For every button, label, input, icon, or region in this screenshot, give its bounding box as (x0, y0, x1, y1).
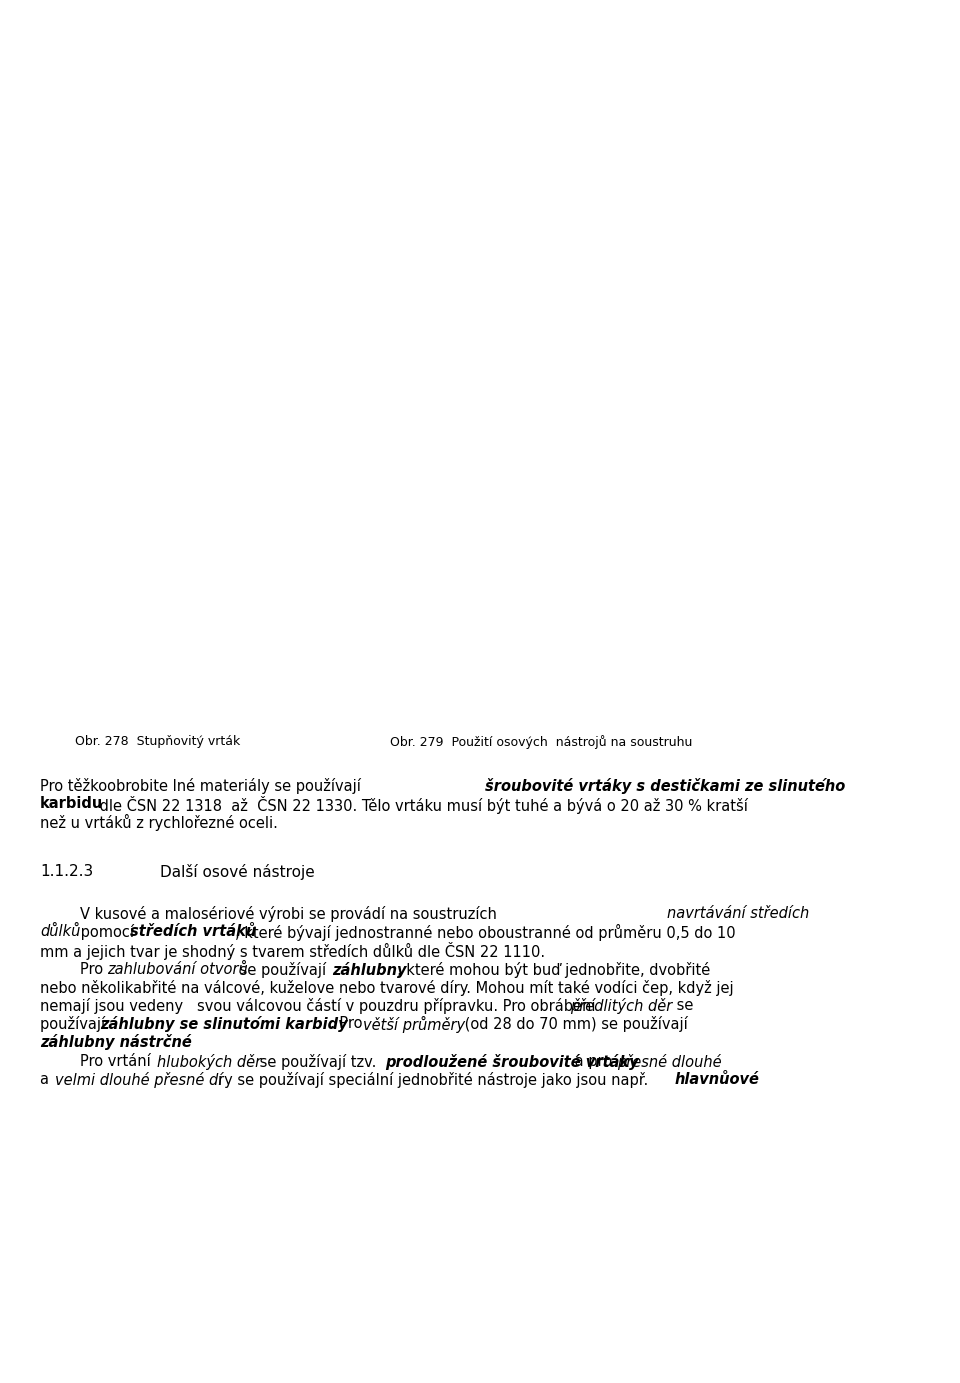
Text: větší průměry: větší průměry (363, 1017, 466, 1033)
Text: a pro: a pro (570, 1054, 616, 1069)
Text: zahlubování otvorů: zahlubování otvorů (107, 963, 248, 976)
Text: hlubokých děr: hlubokých děr (157, 1054, 261, 1070)
Text: Další osové nástroje: Další osové nástroje (160, 864, 315, 880)
Text: než u vrtáků z rychlořezné oceli.: než u vrtáků z rychlořezné oceli. (40, 815, 277, 831)
Text: nemají jsou vedeny   svou válcovou částí v pouzdru přípravku. Pro obrábění: nemají jsou vedeny svou válcovou částí v… (40, 999, 600, 1014)
Text: velmi dlouhé přesné dí: velmi dlouhé přesné dí (55, 1072, 223, 1088)
Text: pomocí: pomocí (76, 924, 138, 940)
Text: záhlubny: záhlubny (332, 963, 406, 978)
Text: nebo několikabřité na válcové, kuželove nebo tvarové díry. Mohou mít také vodíci: nebo několikabřité na válcové, kuželove … (40, 981, 733, 996)
Text: Obr. 279  Použití osových  nástrojů na soustruhu: Obr. 279 Použití osových nástrojů na sou… (390, 734, 692, 750)
Text: (od 28 do 70 mm) se používají: (od 28 do 70 mm) se používají (460, 1017, 687, 1032)
Text: předlitých děr: předlitých děr (570, 999, 672, 1014)
Text: Pro vrtání: Pro vrtání (80, 1054, 156, 1069)
Text: používají: používají (40, 1017, 109, 1032)
Text: 1.1.2.3: 1.1.2.3 (40, 864, 93, 880)
Text: záhlubny se slinutómi karbidy: záhlubny se slinutómi karbidy (100, 1017, 348, 1032)
Text: karbidu: karbidu (40, 797, 104, 810)
Text: se používají tzv.: se používají tzv. (255, 1054, 381, 1070)
Text: ry se používají speciální jednobřité nástroje jako jsou např.: ry se používají speciální jednobřité nás… (218, 1072, 653, 1088)
Text: dle ČSN 22 1318  až  ČSN 22 1330. Tělo vrtáku musí být tuhé a bývá o 20 až 30 % : dle ČSN 22 1318 až ČSN 22 1330. Tělo vrt… (95, 797, 748, 815)
Text: , které mohou být buď jednobřite, dvobřité: , které mohou být buď jednobřite, dvobři… (397, 963, 710, 978)
Text: důlků: důlků (40, 924, 81, 939)
Text: prodloužené šroubovité vrtáky: prodloužené šroubovité vrtáky (385, 1054, 638, 1070)
Text: a: a (40, 1072, 54, 1087)
Text: , které bývají jednostranné nebo oboustranné od průměru 0,5 do 10: , které bývají jednostranné nebo oboustr… (235, 924, 735, 940)
FancyBboxPatch shape (5, 6, 955, 1377)
Text: Obr. 278  Stupňovitý vrták: Obr. 278 Stupňovitý vrták (75, 734, 240, 748)
Text: hlavnůové: hlavnůové (675, 1072, 760, 1087)
Text: mm a jejich tvar je shodný s tvarem středích důlků dle ČSN 22 1110.: mm a jejich tvar je shodný s tvarem stře… (40, 942, 545, 960)
Text: záhlubny nástrčné: záhlubny nástrčné (40, 1034, 192, 1050)
Text: se: se (672, 999, 693, 1012)
Text: přesné dlouhé: přesné dlouhé (617, 1054, 722, 1070)
Text: středích vrtáků: středích vrtáků (130, 924, 256, 939)
Text: šroubovité vrtáky s destičkami ze slinutého: šroubovité vrtáky s destičkami ze slinut… (485, 779, 845, 794)
Text: . Pro: . Pro (330, 1017, 367, 1030)
Text: .: . (170, 1034, 175, 1048)
Text: V kusové a malosériové výrobi se provádí na soustruzích: V kusové a malosériové výrobi se provádí… (80, 906, 501, 922)
Text: se používají: se používají (235, 963, 331, 978)
Text: Pro: Pro (80, 963, 108, 976)
Text: Pro těžkoobrobite lné materiály se používají: Pro těžkoobrobite lné materiály se použí… (40, 779, 366, 794)
Text: navrtávání středích: navrtávání středích (667, 906, 809, 921)
